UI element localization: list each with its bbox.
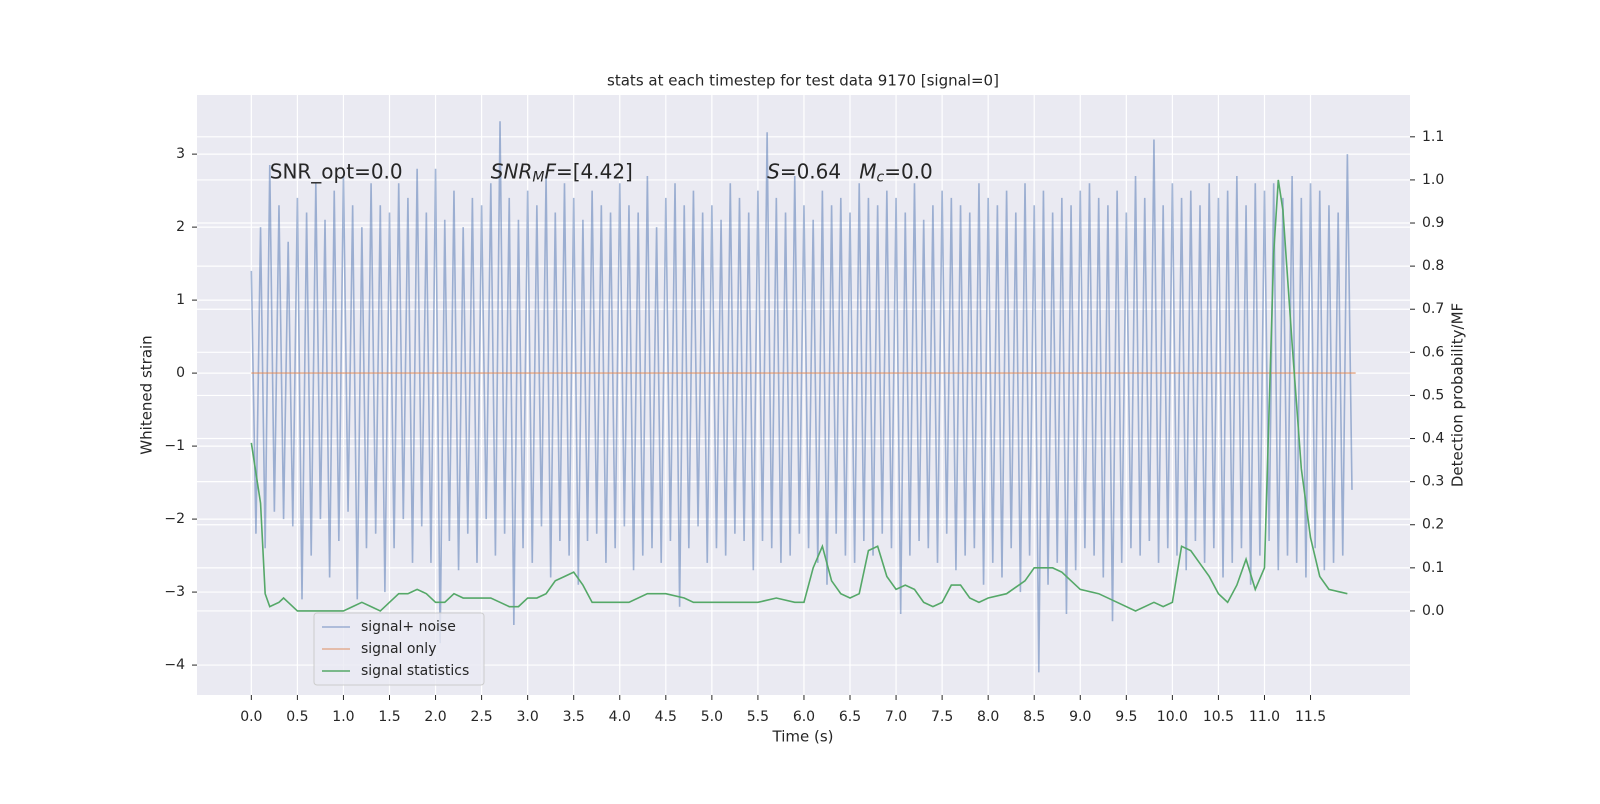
x-tick-label: 10.5 [1203,709,1234,725]
y2-tick-label: 1.0 [1422,172,1444,188]
y2-axis-label: Detection probability/MF [1449,303,1467,487]
annotation-subscript: M [532,169,544,185]
x-tick-label: 3.0 [517,709,539,725]
y-tick-label: −3 [164,584,185,600]
y-tick-label: 1 [176,292,185,308]
x-tick-label: 0.0 [240,709,262,725]
x-tick-label: 7.5 [931,709,953,725]
chart-title: stats at each timestep for test data 917… [607,72,999,90]
y-axis-label: Whitened strain [138,335,156,454]
x-tick-label: 11.5 [1295,709,1326,725]
x-tick-label: 1.0 [332,709,354,725]
x-tick-label: 2.0 [424,709,446,725]
annotation-symbol: SNR [491,159,533,183]
x-tick-label: 0.5 [286,709,308,725]
x-tick-label: 1.5 [378,709,400,725]
x-tick-label: 11.0 [1249,709,1280,725]
y-tick-label: 2 [176,219,185,235]
annotation: Mc=0.0 [859,159,933,186]
annotation-symbol: F [544,159,556,183]
y2-tick-label: 0.6 [1422,344,1444,360]
y-tick-label: 3 [176,146,185,162]
y2-tick-label: 0.2 [1422,517,1444,533]
annotation-text: SNR_opt=0.0 [270,159,403,183]
y-tick-label: −2 [164,511,185,527]
annotation: SNR_opt=0.0 [270,159,403,183]
x-tick-label: 8.5 [1023,709,1045,725]
labels: 0.0 0.5 1.0 1.5 2.0 2.5 3.0 3.5 4.0 4.5 5.0 5.5 6.0 6… [164,129,1444,725]
x-tick-label: 3.5 [563,709,585,725]
x-tick-label: 10.0 [1157,709,1188,725]
y-tick-label: 0 [176,365,185,381]
x-tick-label: 6.5 [839,709,861,725]
x-tick-label: 8.0 [977,709,999,725]
y2-tick-label: 1.1 [1422,129,1444,145]
y2-tick-label: 0.5 [1422,387,1444,403]
x-tick-label: 2.5 [470,709,492,725]
annotation-symbol: M [859,159,876,183]
x-tick-label: 4.5 [655,709,677,725]
annotation-value: =0.0 [884,159,933,183]
y2-tick-label: 0.1 [1422,560,1444,576]
y2-tick-label: 0.8 [1422,258,1444,274]
series-line [250,179,1348,612]
legend-label: signal+ noise [361,619,456,635]
y-tick-label: −4 [164,657,185,673]
x-tick-label: 5.0 [701,709,723,725]
y-tick-label: −1 [164,438,185,454]
legend-label: signal only [361,641,436,657]
annotation-subscript: c [876,169,884,185]
y2-tick-label: 0.9 [1422,215,1444,231]
annotation: SNRMF=[4.42] [491,159,633,186]
legend-label: signal statistics [361,663,469,679]
annotation: S=0.64 [767,159,841,183]
series-line [250,121,1353,673]
annotation-value: =[4.42] [556,159,633,183]
y2-tick-label: 0.0 [1422,603,1444,619]
annotation-symbol: S [767,159,780,183]
x-tick-label: 9.5 [1115,709,1137,725]
x-axis-label: Time (s) [772,728,834,746]
legend-box [313,612,485,686]
y2-tick-label: 0.4 [1422,431,1444,447]
x-tick-label: 6.0 [793,709,815,725]
y2-tick-label: 0.7 [1422,301,1444,317]
x-tick-label: 5.5 [747,709,769,725]
annotation-value: =0.64 [780,159,841,183]
y2-tick-label: 0.3 [1422,474,1444,490]
x-tick-label: 4.0 [609,709,631,725]
x-tick-label: 7.0 [885,709,907,725]
x-tick-label: 9.0 [1069,709,1091,725]
marks [250,121,1356,673]
